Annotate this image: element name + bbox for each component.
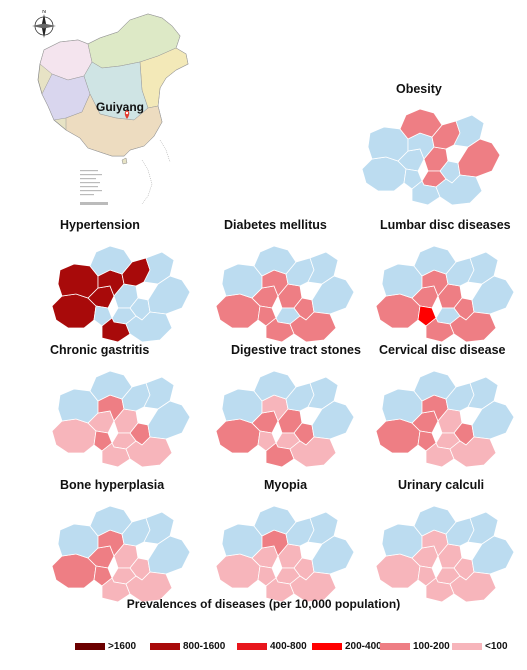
district-region bbox=[449, 436, 497, 468]
district-region bbox=[253, 245, 297, 277]
district-region bbox=[57, 523, 99, 559]
legend-label: 100-200 bbox=[413, 641, 450, 652]
legend-label: 200-400 bbox=[345, 641, 382, 652]
district-region bbox=[381, 388, 423, 424]
south-sea-islands bbox=[141, 139, 171, 205]
panel-title-obesity: Obesity bbox=[396, 82, 442, 96]
legend: >1600 800-1600 400-800 200-400 100-200 <… bbox=[0, 641, 527, 661]
guiyang-pin-icon bbox=[124, 110, 130, 119]
district-region bbox=[265, 317, 295, 343]
district-region bbox=[89, 245, 133, 277]
legend-title: Prevalences of diseases (per 10,000 popu… bbox=[126, 597, 401, 611]
district-region bbox=[449, 311, 497, 343]
panel-title-urinary: Urinary calculi bbox=[398, 478, 485, 492]
map-panel-urinary bbox=[375, 505, 515, 603]
district-region bbox=[381, 263, 423, 299]
district-region bbox=[101, 317, 131, 343]
district-region bbox=[413, 505, 457, 537]
district-region bbox=[289, 571, 337, 603]
district-region bbox=[425, 577, 455, 603]
legend-swatch bbox=[237, 643, 267, 650]
map-panel-cervical bbox=[375, 370, 515, 468]
district-region bbox=[435, 174, 483, 206]
china-inset-map: N bbox=[32, 10, 189, 205]
panel-title-bone: Bone hyperplasia bbox=[60, 478, 165, 492]
district-region bbox=[253, 370, 297, 402]
district-region bbox=[57, 388, 99, 424]
legend-label: 800-1600 bbox=[183, 641, 226, 652]
compass-label: N bbox=[42, 10, 46, 15]
china-south-region bbox=[65, 93, 163, 157]
legend-swatch bbox=[452, 643, 482, 650]
district-region bbox=[289, 311, 337, 343]
district-region bbox=[411, 180, 441, 206]
map-panel-hypertension bbox=[51, 245, 191, 343]
district-region bbox=[89, 370, 133, 402]
district-region bbox=[221, 388, 263, 424]
district-region bbox=[425, 317, 455, 343]
district-region bbox=[413, 370, 457, 402]
legend-item: 200-400 bbox=[312, 641, 382, 652]
map-panel-digestive bbox=[215, 370, 355, 468]
district-region bbox=[425, 442, 455, 468]
district-region bbox=[381, 523, 423, 559]
district-region bbox=[101, 442, 131, 468]
panel-title-hypertension: Hypertension bbox=[60, 218, 140, 232]
district-region bbox=[221, 523, 263, 559]
legend-swatch bbox=[380, 643, 410, 650]
legend-item: <100 bbox=[452, 641, 508, 652]
district-region bbox=[265, 577, 295, 603]
district-region bbox=[221, 263, 263, 299]
district-region bbox=[367, 126, 409, 162]
district-region bbox=[125, 311, 173, 343]
district-region bbox=[89, 505, 133, 537]
panel-title-gastritis: Chronic gastritis bbox=[50, 343, 150, 357]
district-region bbox=[101, 577, 131, 603]
inset-legend bbox=[80, 170, 108, 205]
panel-title-lumbar: Lumbar disc diseases bbox=[380, 218, 511, 232]
map-panel-diabetes bbox=[215, 245, 355, 343]
legend-label: 400-800 bbox=[270, 641, 307, 652]
legend-item: >1600 bbox=[75, 641, 136, 652]
district-region bbox=[413, 245, 457, 277]
map-panel-myopia bbox=[215, 505, 355, 603]
legend-item: 400-800 bbox=[237, 641, 307, 652]
district-region bbox=[399, 108, 443, 140]
panel-title-digestive: Digestive tract stones bbox=[231, 343, 361, 357]
legend-item: 800-1600 bbox=[150, 641, 225, 652]
district-region bbox=[253, 505, 297, 537]
map-panel-obesity bbox=[361, 108, 501, 206]
legend-swatch bbox=[312, 643, 342, 650]
legend-item: 100-200 bbox=[380, 641, 450, 652]
district-region bbox=[125, 571, 173, 603]
map-panel-bone bbox=[51, 505, 191, 603]
map-panel-gastritis bbox=[51, 370, 191, 468]
compass-icon bbox=[32, 14, 56, 38]
legend-swatch bbox=[75, 643, 105, 650]
panel-title-cervical: Cervical disc disease bbox=[379, 343, 506, 357]
district-region bbox=[57, 263, 99, 299]
district-region bbox=[289, 436, 337, 468]
panel-title-myopia: Myopia bbox=[264, 478, 308, 492]
city-label-guiyang: Guiyang bbox=[96, 100, 145, 114]
district-region bbox=[265, 442, 295, 468]
district-region bbox=[449, 571, 497, 603]
legend-swatch bbox=[150, 643, 180, 650]
legend-label: <100 bbox=[485, 641, 508, 652]
legend-label: >1600 bbox=[108, 641, 137, 652]
panel-title-diabetes: Diabetes mellitus bbox=[224, 218, 327, 232]
map-panel-lumbar bbox=[375, 245, 515, 343]
district-region bbox=[125, 436, 173, 468]
